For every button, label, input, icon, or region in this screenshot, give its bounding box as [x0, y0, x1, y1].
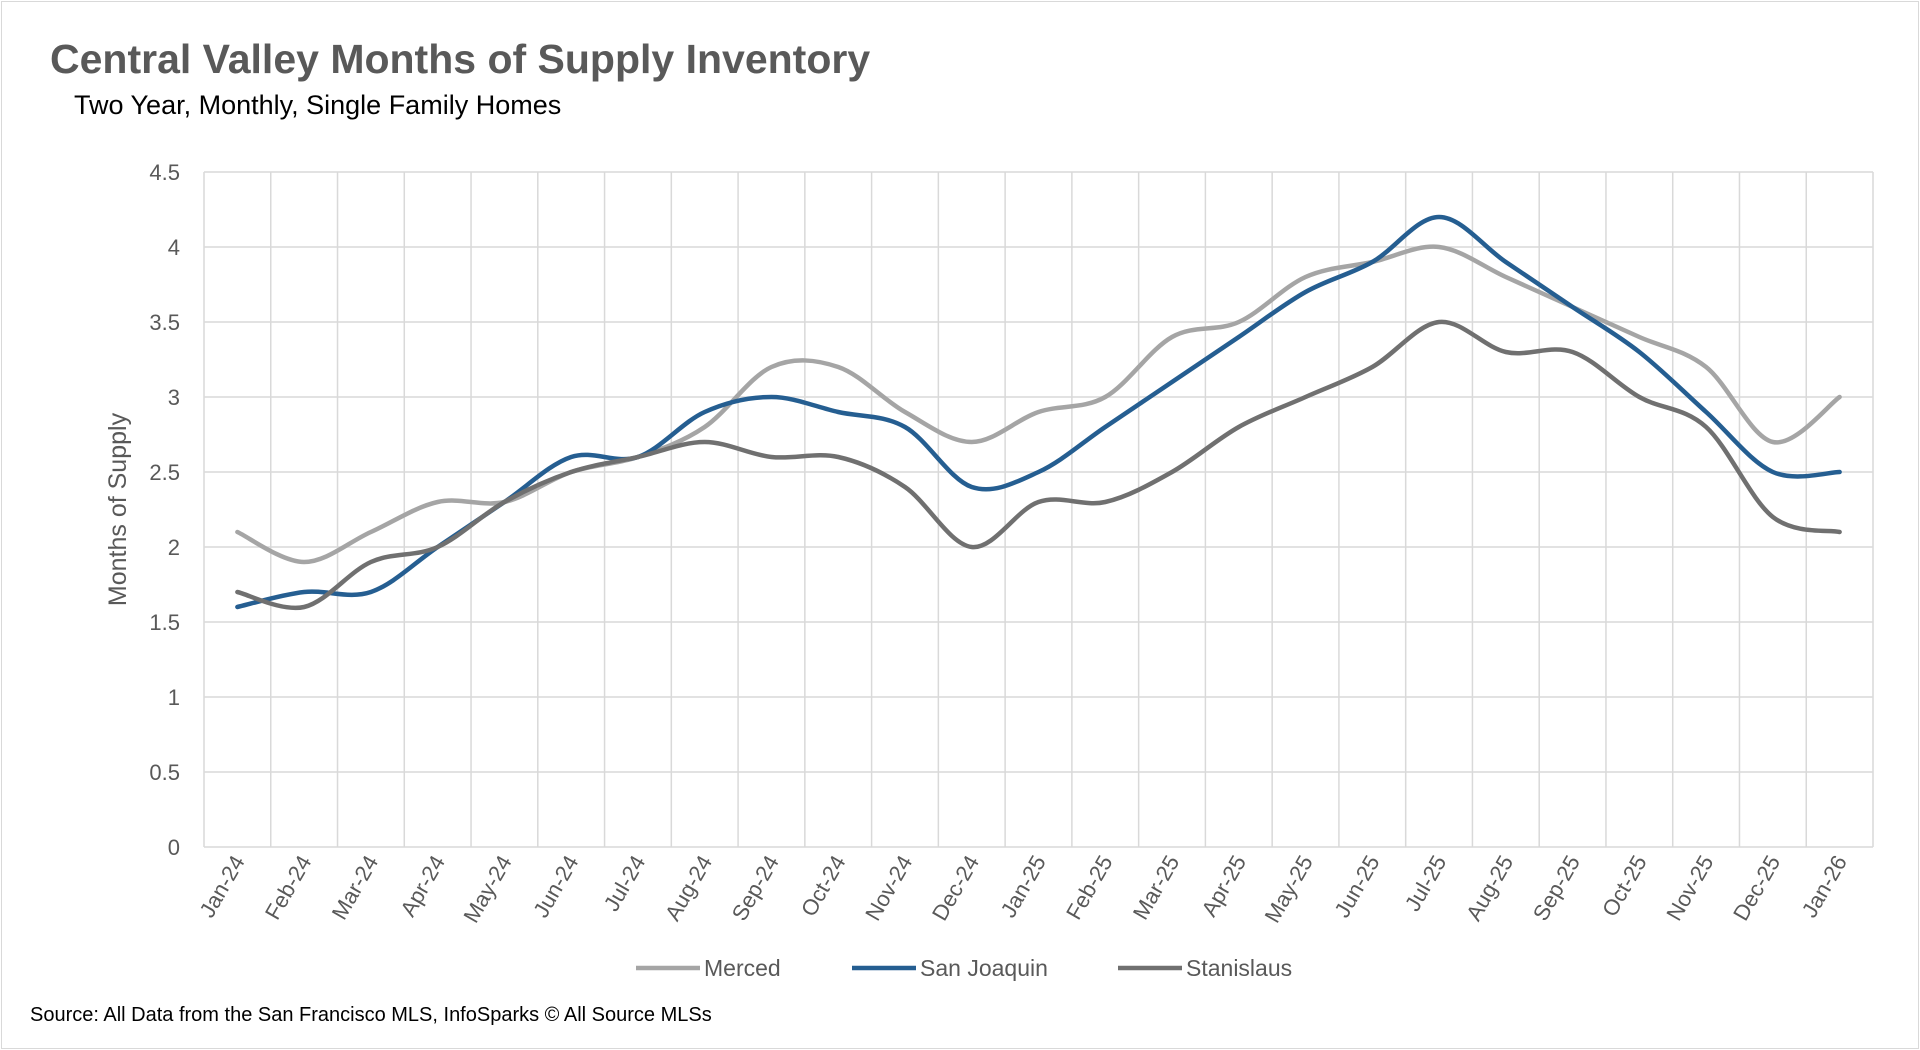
y-tick-label: 2	[168, 535, 180, 560]
y-tick-label: 4.5	[149, 160, 180, 185]
series-line-stanislaus	[235, 319, 1842, 611]
x-tick-label: Jan-25	[996, 851, 1051, 922]
x-tick-label: Jul-25	[1400, 851, 1452, 915]
legend-label: San Joaquin	[920, 955, 1048, 981]
y-tick-label: 1.5	[149, 610, 180, 635]
x-tick-label: Feb-25	[1061, 851, 1118, 924]
legend-item: San Joaquin	[852, 955, 1048, 981]
x-tick-label: Oct-24	[796, 851, 851, 921]
x-tick-label: Jan-24	[194, 851, 249, 922]
x-tick-label: Dec-24	[927, 851, 984, 925]
series-line-merced	[235, 244, 1842, 565]
x-tick-label: Jul-24	[599, 851, 651, 915]
legend-label: Merced	[704, 955, 781, 981]
y-tick-label: 0	[168, 835, 180, 860]
x-tick-label: Mar-25	[1128, 851, 1184, 924]
x-tick-label: Oct-25	[1597, 851, 1652, 921]
x-tick-label: Mar-24	[327, 851, 383, 924]
x-tick-label: Apr-24	[395, 851, 450, 921]
y-tick-label: 2.5	[149, 460, 180, 485]
x-tick-label: Jun-24	[528, 851, 583, 922]
x-tick-label: Dec-25	[1728, 851, 1785, 925]
legend-label: Stanislaus	[1186, 955, 1292, 981]
x-tick-label: Nov-25	[1661, 851, 1718, 925]
x-tick-label: Sep-25	[1528, 851, 1585, 925]
y-tick-label: 3	[168, 385, 180, 410]
y-axis-label: Months of Supply	[104, 412, 132, 606]
x-tick-label: May-25	[1260, 851, 1318, 927]
y-tick-label: 4	[168, 235, 180, 260]
x-tick-label: Apr-25	[1196, 851, 1251, 921]
x-tick-label: Nov-24	[860, 851, 917, 925]
y-tick-label: 0.5	[149, 760, 180, 785]
y-tick-label: 1	[168, 685, 180, 710]
x-tick-label: Jun-25	[1329, 851, 1384, 922]
legend-item: Merced	[636, 955, 781, 981]
x-tick-label: Feb-24	[260, 851, 317, 924]
legend-item: Stanislaus	[1118, 955, 1292, 981]
chart-title: Central Valley Months of Supply Inventor…	[50, 36, 871, 82]
x-tick-label: Aug-25	[1461, 851, 1518, 925]
x-tick-label: Jan-26	[1797, 851, 1852, 922]
x-tick-label: May-24	[458, 851, 516, 927]
x-tick-label: Sep-24	[727, 851, 784, 925]
source-note: Source: All Data from the San Francisco …	[30, 1004, 712, 1026]
chart-subtitle: Two Year, Monthly, Single Family Homes	[74, 90, 562, 120]
x-tick-label: Aug-24	[660, 851, 717, 925]
y-tick-label: 3.5	[149, 310, 180, 335]
